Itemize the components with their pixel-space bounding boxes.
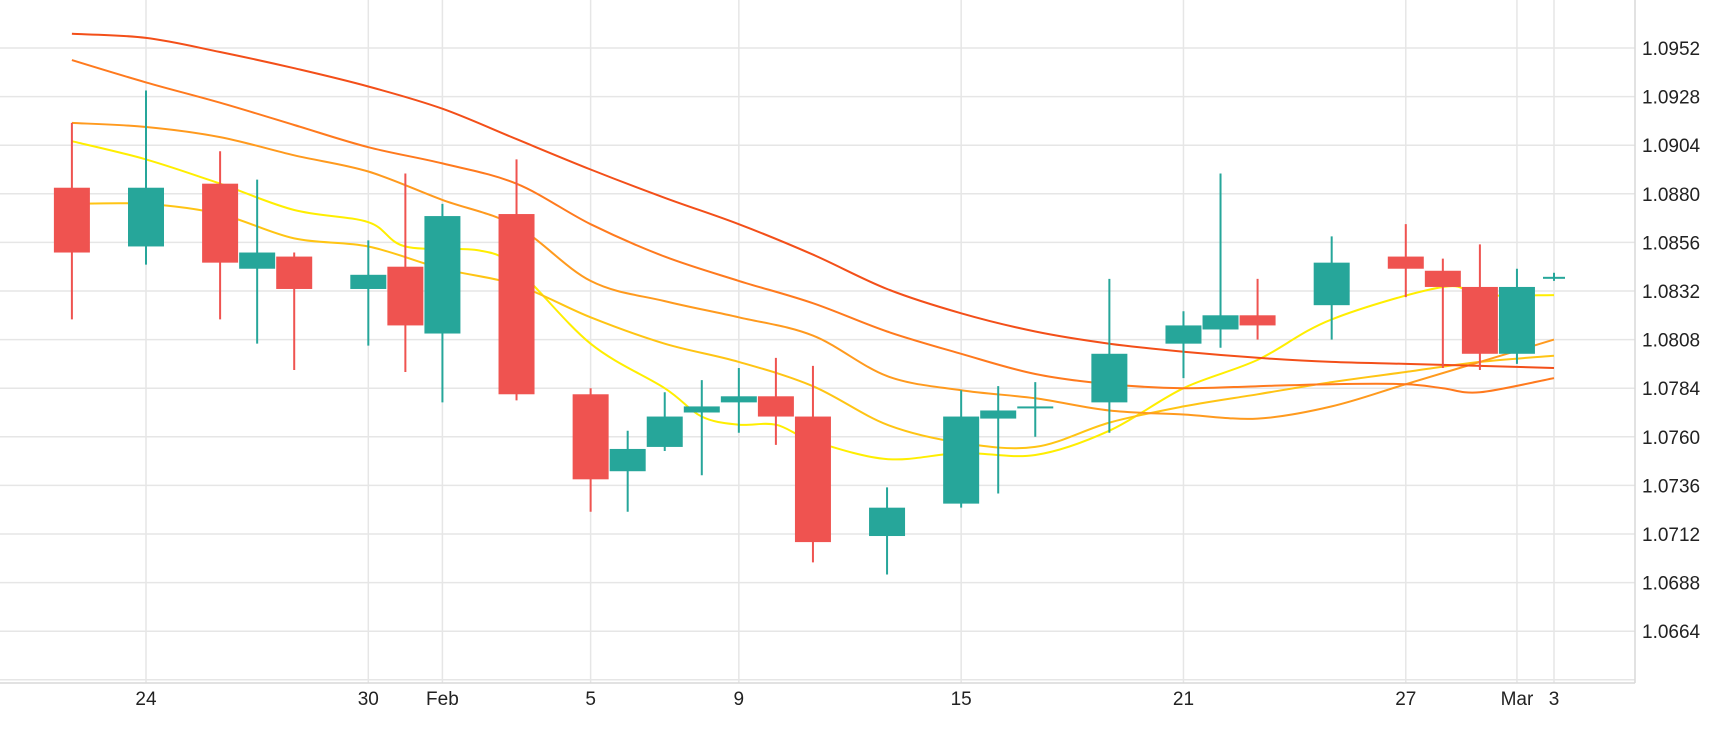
candle-body (609, 448, 646, 472)
candle-body (1313, 262, 1350, 306)
y-tick-label: 1.0784 (1642, 379, 1701, 400)
candle-body (794, 416, 831, 543)
candle-body (1543, 276, 1565, 279)
candle-body (53, 187, 90, 253)
y-tick-label: 1.0856 (1642, 233, 1700, 254)
y-tick-label: 1.0736 (1642, 476, 1700, 497)
candle-body (572, 394, 609, 480)
moving-average-line (71, 121, 1555, 420)
x-tick-label: 21 (1173, 689, 1194, 710)
candle-body (683, 406, 720, 413)
candle-body (424, 216, 461, 334)
candle-up (683, 380, 720, 476)
x-tick-label: 5 (585, 689, 596, 710)
candle-body (1239, 315, 1276, 326)
candle-down (1387, 224, 1424, 298)
candle-body (498, 214, 535, 395)
y-tick-label: 1.0904 (1642, 136, 1701, 157)
x-tick-label: 24 (135, 689, 157, 710)
candle-up (980, 386, 1017, 494)
candle-body (646, 416, 683, 447)
x-tick-label: 15 (951, 689, 972, 710)
y-tick-label: 1.0664 (1642, 622, 1701, 643)
x-tick-label: Mar (1501, 689, 1534, 710)
candle-body (350, 274, 387, 289)
candle-down (498, 159, 535, 401)
candle-body (1424, 270, 1461, 287)
candle-up (1091, 278, 1128, 433)
candle-body (1202, 315, 1239, 330)
candle-down (1424, 258, 1461, 368)
x-tick-label: 27 (1395, 689, 1416, 710)
y-tick-label: 1.0832 (1642, 282, 1700, 303)
candle-body (1498, 286, 1535, 354)
candle-up (128, 90, 164, 265)
candle-up (720, 367, 757, 433)
candle-up (1165, 311, 1202, 379)
candle-up (1202, 173, 1239, 348)
candle-up (350, 240, 387, 346)
grid (0, 0, 1635, 683)
candle-body (387, 266, 424, 326)
candle-down (1461, 244, 1498, 370)
candle-up (869, 487, 906, 575)
candle-up (646, 392, 683, 451)
candle-down (1239, 278, 1276, 340)
candle-body (202, 183, 239, 263)
y-tick-label: 1.0712 (1642, 525, 1700, 546)
y-tick-label: 1.0760 (1642, 428, 1700, 449)
candle-body (869, 507, 906, 537)
candle-body (943, 416, 980, 504)
candle-down (53, 122, 90, 320)
candle-body (720, 396, 757, 403)
moving-average-line (71, 59, 1555, 394)
x-tick-label: Feb (426, 689, 459, 710)
candle-down (757, 357, 794, 445)
candle-body (1461, 286, 1498, 354)
candle-up (1313, 236, 1350, 340)
candle-body (1165, 325, 1202, 344)
candle-body (980, 410, 1017, 419)
candle-up (424, 203, 461, 403)
candle-down (276, 252, 313, 370)
y-tick-label: 1.0928 (1642, 88, 1700, 109)
candle-up (609, 430, 646, 512)
candle-up (1017, 382, 1054, 437)
candles (53, 90, 1565, 575)
x-tick-label: 30 (358, 689, 379, 710)
y-tick-labels: 1.0952 1.0928 1.0904 1.0880 1.0856 1.0832 1.08… (1642, 39, 1701, 643)
candle-body (239, 252, 276, 269)
candle-down (572, 388, 609, 512)
candle-up (943, 390, 980, 508)
moving-average-line (71, 32, 1555, 369)
candle-body (276, 256, 313, 289)
x-tick-labels: 24 30 Feb 5 9 15 21 27 Mar 3 (135, 689, 1559, 710)
candle-body (757, 396, 794, 417)
candle-down (794, 365, 831, 563)
y-tick-label: 1.0952 (1642, 39, 1700, 60)
candle-body (128, 187, 164, 247)
y-tick-label: 1.0880 (1642, 185, 1700, 206)
candle-body (1017, 406, 1054, 409)
candle-up (239, 179, 276, 344)
candle-body (1387, 256, 1424, 269)
moving-average-line (71, 140, 1555, 461)
candle-down (202, 151, 239, 320)
candle-up (1543, 272, 1565, 281)
candle-down (387, 173, 424, 372)
x-tick-label: 3 (1549, 689, 1560, 710)
x-tick-label: 9 (734, 689, 745, 710)
moving-average-lines (71, 32, 1555, 461)
y-tick-label: 1.0808 (1642, 331, 1700, 352)
candle-up (1498, 268, 1535, 364)
candle-body (1091, 353, 1128, 403)
y-tick-label: 1.0688 (1642, 574, 1700, 595)
